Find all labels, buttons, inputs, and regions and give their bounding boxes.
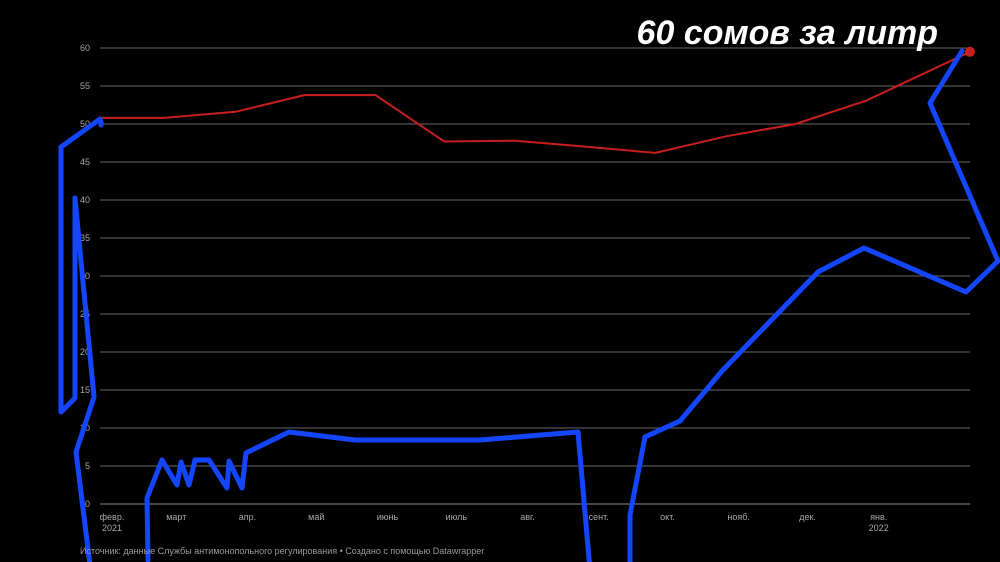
y-tick-label: 15 [80, 385, 90, 395]
overlay-freehand-outline [58, 48, 1000, 562]
source-note: Источник: данные Службы антимонопольного… [80, 546, 485, 556]
x-tick-label: нояб. [727, 512, 750, 522]
x-tick-label: март [166, 512, 186, 522]
x-tick-label: сент. [589, 512, 609, 522]
x-tick-label: янв. [870, 512, 887, 522]
chart-annotation: 60 сомов за литр [636, 14, 938, 52]
series-end-marker [965, 46, 975, 57]
y-tick-label: 45 [80, 157, 90, 167]
y-tick-label: 5 [85, 461, 90, 471]
gridlines [100, 47, 970, 505]
y-tick-label: 20 [80, 347, 90, 357]
series-line-price [100, 50, 971, 154]
y-tick-label: 30 [80, 271, 90, 281]
y-tick-label: 0 [85, 499, 90, 509]
x-tick-label: июль [446, 512, 468, 522]
y-tick-label: 40 [80, 195, 90, 205]
y-tick-label: 50 [80, 119, 90, 129]
x-tick-label: февр. [100, 512, 125, 522]
y-tick-label: 55 [80, 81, 90, 91]
x-tick-label: окт. [660, 512, 675, 522]
x-tick-label: авг. [520, 512, 534, 522]
x-tick-label: июнь [377, 512, 399, 522]
x-tick-year-label: 2022 [869, 523, 889, 533]
y-tick-label: 35 [80, 233, 90, 243]
x-tick-label: апр. [239, 512, 256, 522]
x-tick-year-label: 2021 [102, 523, 122, 533]
y-tick-label: 60 [80, 43, 90, 53]
x-tick-label: май [308, 512, 324, 522]
x-axis-ticks: февр.2021 март апр. май июнь июль авг. сент. окт… [100, 512, 889, 533]
x-tick-label: дек. [799, 512, 816, 522]
